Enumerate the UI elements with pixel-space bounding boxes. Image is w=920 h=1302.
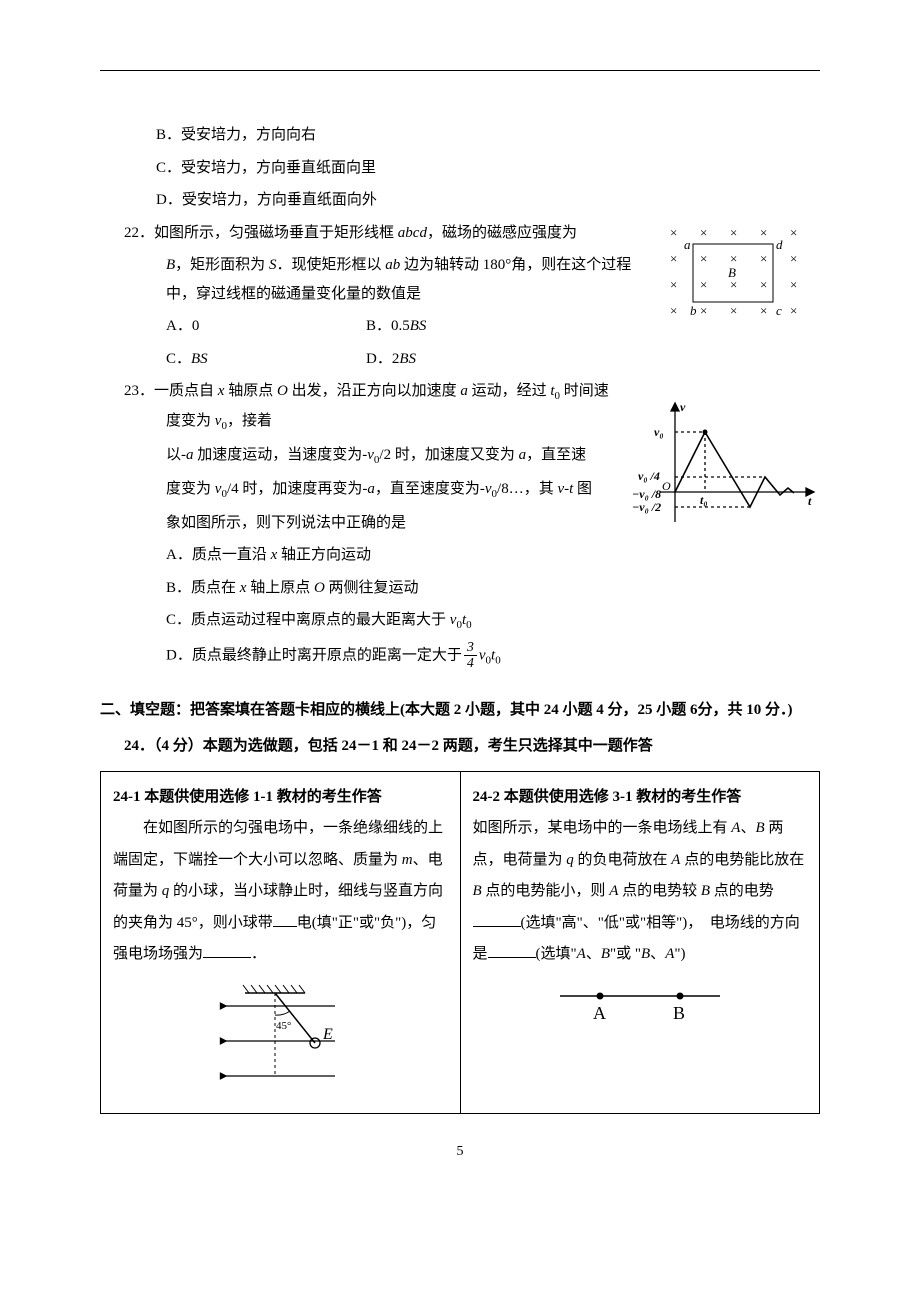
q22-num: 22． <box>124 225 154 241</box>
svg-text:−v₀ /8: −v₀ /8 <box>632 487 661 501</box>
q23-num: 23． <box>124 383 154 399</box>
svg-text:O: O <box>662 479 671 493</box>
svg-text:b: b <box>690 303 697 318</box>
svg-text:×: × <box>790 303 797 318</box>
svg-text:t₀: t₀ <box>700 493 708 507</box>
q23-figure: v t O v₀ v₀ /4 −v₀ /8 −v₀ /2 t₀ <box>630 397 820 547</box>
svg-text:×: × <box>790 225 797 240</box>
svg-text:×: × <box>790 251 797 266</box>
svg-text:×: × <box>790 277 797 292</box>
q22-opt-c: C．BS <box>166 345 366 374</box>
blank-E <box>203 942 251 958</box>
svg-text:×: × <box>670 225 677 240</box>
q22-block: ××××× ××××× ××××× ××××× a d b c B 22．如图所… <box>100 219 820 378</box>
svg-text:×: × <box>700 277 707 292</box>
q23-opt-d: D．质点最终静止时离开原点的距离一定大于34v0t0 <box>166 640 820 672</box>
svg-text:d: d <box>776 237 783 252</box>
svg-text:×: × <box>700 251 707 266</box>
svg-text:×: × <box>760 251 767 266</box>
q23-opt-c: C．质点运动过程中离原点的最大距离大于 v0t0 <box>166 606 820 636</box>
q22-opt-a: A．0 <box>166 312 366 341</box>
page-number: 5 <box>100 1139 820 1166</box>
q22-opt-b: B．0.5BS <box>366 312 566 341</box>
q24-right-cell: 24-2 本题供使用选修 3-1 教材的考生作答 如图所示，某电场中的一条电场线… <box>460 771 820 1114</box>
svg-text:×: × <box>730 303 737 318</box>
q24-right-body: 如图所示，某电场中的一条电场线上有 A、B 两点，电荷量为 q 的负电荷放在 A… <box>473 813 808 971</box>
svg-text:−v₀ /2: −v₀ /2 <box>632 500 661 514</box>
svg-text:×: × <box>670 251 677 266</box>
svg-text:E: E <box>322 1026 333 1043</box>
q24-subtitle: 24．（4 分）本题为选做题，包括 24－1 和 24－2 两题，考生只选择其中… <box>124 732 820 761</box>
svg-text:a: a <box>684 237 691 252</box>
q24-left-cell: 24-1 本题供使用选修 1-1 教材的考生作答 在如图所示的匀强电场中，一条绝… <box>101 771 461 1114</box>
svg-text:v: v <box>680 400 686 414</box>
svg-text:c: c <box>776 303 782 318</box>
q24-left-figure: 45° E <box>205 981 355 1091</box>
svg-text:×: × <box>670 277 677 292</box>
svg-text:×: × <box>670 303 677 318</box>
blank-direction <box>488 942 536 958</box>
prev-opt-c: C．受安培力，方向垂直纸面向里 <box>156 154 820 183</box>
svg-text:×: × <box>700 225 707 240</box>
q24-left-body: 在如图所示的匀强电场中，一条绝缘细线的上端固定，下端拴一个大小可以忽略、质量为 … <box>113 813 448 971</box>
svg-text:A: A <box>593 1003 606 1023</box>
svg-text:×: × <box>730 225 737 240</box>
q24-left-title: 24-1 本题供使用选修 1-1 教材的考生作答 <box>113 782 448 814</box>
q23-opt-b: B．质点在 x 轴上原点 O 两侧往复运动 <box>166 574 820 603</box>
svg-text:v₀ /4: v₀ /4 <box>638 469 660 483</box>
svg-text:×: × <box>700 303 707 318</box>
svg-text:v₀: v₀ <box>654 425 664 439</box>
q24-right-figure: A B <box>540 981 740 1036</box>
svg-text:×: × <box>730 251 737 266</box>
svg-text:B: B <box>728 265 736 280</box>
blank-potential <box>473 911 521 927</box>
q22-opts-row1: A．0 B．0.5BS <box>166 312 652 341</box>
svg-text:t: t <box>808 494 812 508</box>
header-rule <box>100 70 820 71</box>
q22-opt-d: D．2BS <box>366 345 566 374</box>
svg-text:B: B <box>673 1003 685 1023</box>
svg-text:×: × <box>760 225 767 240</box>
q24-table: 24-1 本题供使用选修 1-1 教材的考生作答 在如图所示的匀强电场中，一条绝… <box>100 771 820 1115</box>
svg-text:45°: 45° <box>276 1020 291 1032</box>
svg-text:×: × <box>760 277 767 292</box>
q22-opts-row2: C．BS D．2BS <box>166 345 820 374</box>
q22-figure: ××××× ××××× ××××× ××××× a d b c B <box>660 219 820 329</box>
q24-right-title: 24-2 本题供使用选修 3-1 教材的考生作答 <box>473 782 808 814</box>
section2-title: 二、填空题：把答案填在答题卡相应的横线上(本大题 2 小题，其中 24 小题 4… <box>100 696 820 725</box>
svg-text:×: × <box>760 303 767 318</box>
q23-block: v t O v₀ v₀ /4 −v₀ /8 −v₀ /2 t₀ 23．一质点自 … <box>100 377 820 676</box>
prev-opt-b: B．受安培力，方向向右 <box>156 121 820 150</box>
prev-opt-d: D．受安培力，方向垂直纸面向外 <box>156 186 820 215</box>
blank-charge <box>273 911 297 927</box>
